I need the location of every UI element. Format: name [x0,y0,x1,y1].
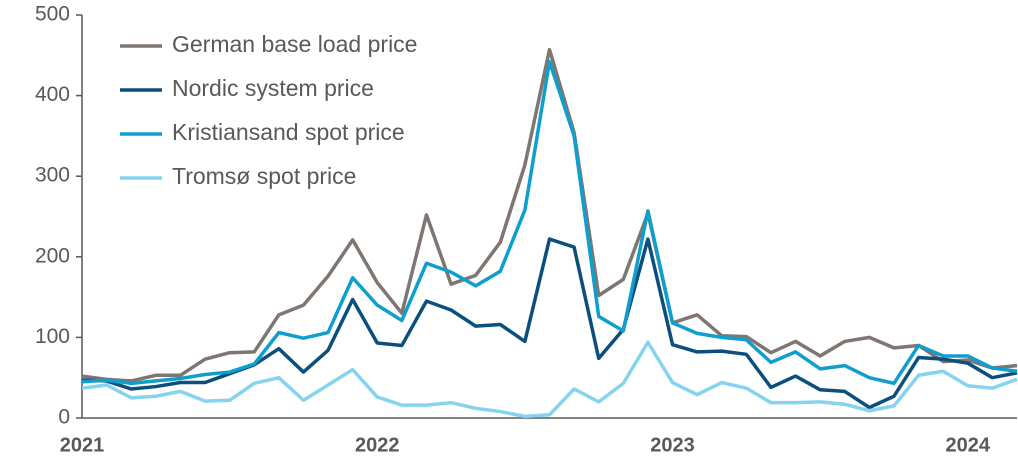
y-tick-label: 200 [35,244,70,267]
y-tick-label: 500 [35,3,70,26]
x-tick-label: 2023 [650,434,695,456]
legend-label: Nordic system price [172,75,374,101]
x-tick-label: 2022 [355,434,400,456]
series-line [81,47,1018,383]
y-tick-label: 100 [35,325,70,348]
series-line [81,237,1018,410]
x-tick-label: 2021 [60,434,105,456]
y-tick-label: 400 [35,83,70,106]
legend-label: Tromsø spot price [172,163,356,189]
y-tick-label: 300 [35,164,70,187]
series-line [81,59,1018,386]
legend-label: German base load price [172,31,417,57]
y-tick-label: 0 [58,406,70,429]
x-tick-label: 2024 [946,434,991,456]
series-line [81,340,1018,419]
legend-label: Kristiansand spot price [172,119,405,145]
